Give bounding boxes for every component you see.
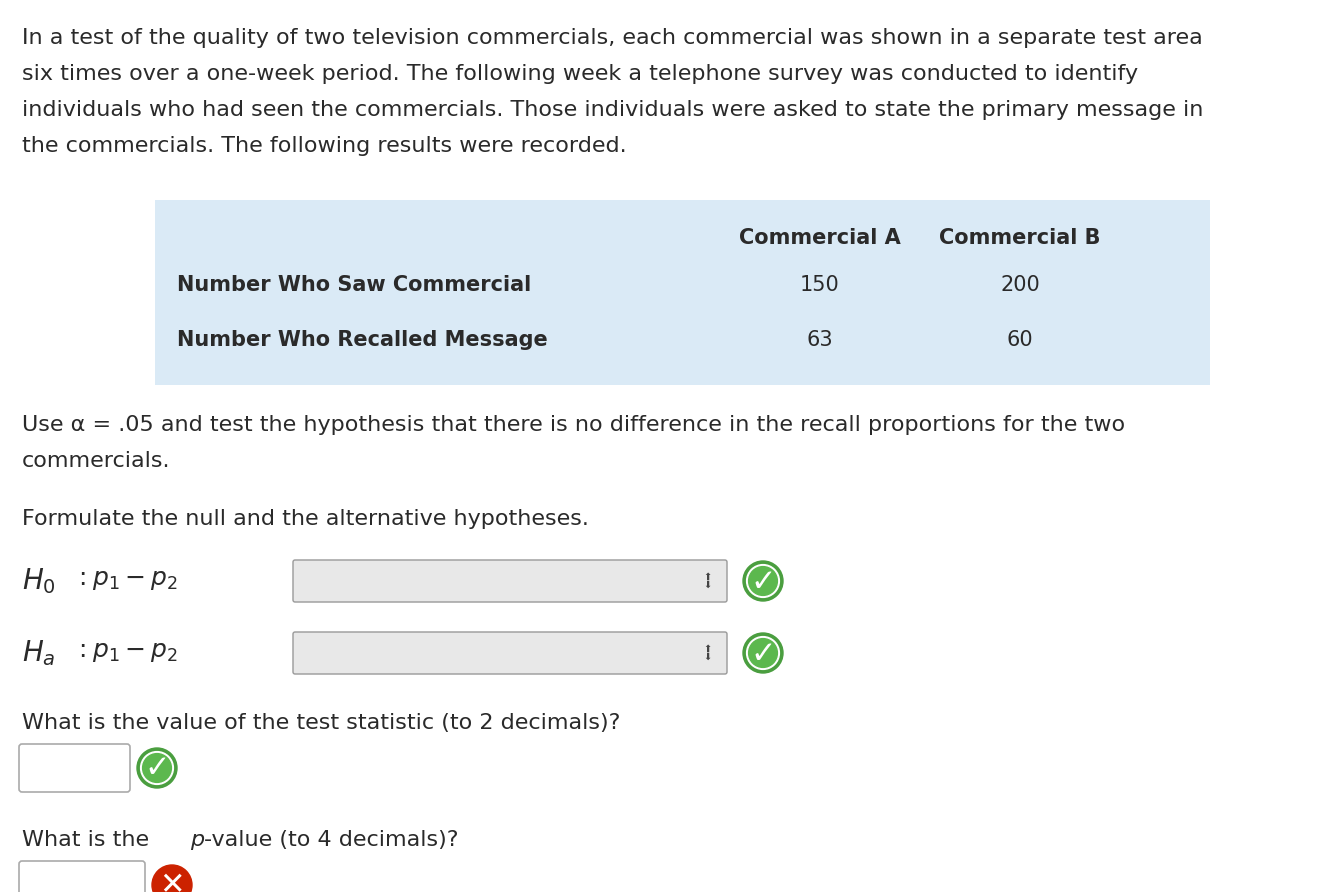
- FancyBboxPatch shape: [293, 560, 727, 602]
- Text: $H_0$: $H_0$: [23, 566, 56, 596]
- Text: ✕: ✕: [159, 871, 185, 892]
- Text: six times over a one-week period. The following week a telephone survey was cond: six times over a one-week period. The fo…: [23, 64, 1139, 84]
- Circle shape: [743, 633, 782, 673]
- Text: individuals who had seen the commercials. Those individuals were asked to state : individuals who had seen the commercials…: [23, 100, 1204, 120]
- FancyBboxPatch shape: [19, 744, 130, 792]
- Circle shape: [140, 752, 173, 784]
- Text: 60: 60: [1006, 330, 1033, 350]
- Text: Use α = .05 and test the hypothesis that there is no difference in the recall pr: Use α = .05 and test the hypothesis that…: [23, 415, 1125, 435]
- Text: not equal to 0: not equal to 0: [307, 634, 453, 655]
- Circle shape: [152, 865, 192, 892]
- Text: What is the: What is the: [23, 830, 156, 850]
- Circle shape: [143, 754, 171, 782]
- Text: ⬆
⬇: ⬆ ⬇: [703, 644, 711, 662]
- Text: equal to 0: equal to 0: [307, 563, 412, 582]
- Text: Number Who Recalled Message: Number Who Recalled Message: [177, 330, 548, 350]
- FancyBboxPatch shape: [155, 200, 1210, 385]
- Text: ✓: ✓: [751, 640, 776, 668]
- FancyBboxPatch shape: [293, 632, 727, 674]
- Text: ⬆
⬇: ⬆ ⬇: [703, 572, 711, 591]
- Text: the commercials. The following results were recorded.: the commercials. The following results w…: [23, 136, 626, 156]
- Text: $H_a$: $H_a$: [23, 638, 56, 668]
- Text: Commercial B: Commercial B: [939, 228, 1100, 248]
- Text: 0.0198: 0.0198: [38, 875, 124, 892]
- Circle shape: [743, 561, 782, 601]
- Circle shape: [136, 748, 177, 788]
- Text: $: p_1 - p_2$: $: p_1 - p_2$: [74, 641, 177, 665]
- Text: $p$: $p$: [191, 830, 205, 852]
- Text: 200: 200: [1000, 275, 1039, 295]
- FancyBboxPatch shape: [19, 861, 146, 892]
- Circle shape: [748, 566, 777, 595]
- Text: commercials.: commercials.: [23, 451, 171, 471]
- Text: 63: 63: [806, 330, 833, 350]
- Text: In a test of the quality of two television commercials, each commercial was show: In a test of the quality of two televisi…: [23, 28, 1202, 48]
- Text: 2.33: 2.33: [48, 758, 102, 778]
- Text: ✓: ✓: [144, 755, 169, 783]
- Text: 150: 150: [800, 275, 839, 295]
- Text: Formulate the null and the alternative hypotheses.: Formulate the null and the alternative h…: [23, 509, 589, 529]
- Circle shape: [747, 565, 780, 598]
- Text: ✓: ✓: [751, 567, 776, 597]
- Circle shape: [747, 637, 780, 669]
- Text: Commercial A: Commercial A: [739, 228, 900, 248]
- Text: What is the value of the test statistic (to 2 decimals)?: What is the value of the test statistic …: [23, 713, 621, 733]
- Text: Number Who Saw Commercial: Number Who Saw Commercial: [177, 275, 531, 295]
- Circle shape: [748, 639, 777, 667]
- Text: -value (to 4 decimals)?: -value (to 4 decimals)?: [204, 830, 458, 850]
- Text: $: p_1 - p_2$: $: p_1 - p_2$: [74, 569, 177, 592]
